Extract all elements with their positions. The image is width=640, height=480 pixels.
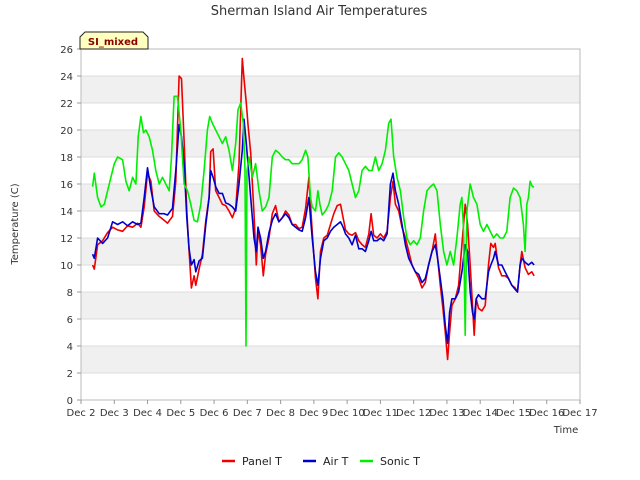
legend: Panel T Air T Sonic T bbox=[222, 455, 420, 468]
x-tick-label: Dec 2 bbox=[67, 408, 96, 419]
x-tick-label: Dec 4 bbox=[133, 408, 162, 419]
chart-title: Sherman Island Air Temperatures bbox=[211, 4, 428, 19]
background-band bbox=[81, 238, 580, 265]
x-tick-labels: Dec 2 Dec 3 Dec 4 Dec 5 Dec 6 Dec 7 Dec 8 Dec 9… bbox=[67, 400, 598, 419]
x-tick-label: Dec 17 bbox=[562, 408, 597, 419]
station-tag-box bbox=[79, 31, 149, 50]
y-tick-label: 14 bbox=[60, 207, 73, 218]
y-tick-label: 4 bbox=[67, 342, 73, 353]
background-band bbox=[81, 76, 580, 103]
x-tick-label: Dec 14 bbox=[463, 408, 498, 419]
series-line-air-t bbox=[91, 118, 535, 345]
x-tick-label: Dec 13 bbox=[429, 408, 464, 419]
station-tag-label: SI_mixed bbox=[88, 37, 138, 48]
x-tick-label: Dec 16 bbox=[529, 408, 564, 419]
x-tick-label: Dec 5 bbox=[166, 408, 195, 419]
x-tick-label: Dec 7 bbox=[233, 408, 262, 419]
x-tick-label: Dec 12 bbox=[396, 408, 431, 419]
background-band bbox=[81, 346, 580, 373]
y-tick-label: 0 bbox=[67, 396, 73, 407]
x-tick-label: Dec 10 bbox=[330, 408, 365, 419]
legend-entry-air-t: Air T bbox=[323, 455, 349, 468]
x-tick-label: Dec 11 bbox=[363, 408, 398, 419]
legend-entry-panel-t: Panel T bbox=[242, 455, 282, 468]
series-lines bbox=[91, 57, 535, 361]
y-tick-label: 18 bbox=[60, 153, 73, 164]
x-tick-label: Dec 3 bbox=[100, 408, 129, 419]
y-tick-label: 20 bbox=[60, 126, 73, 137]
plot-frame bbox=[80, 48, 581, 401]
background-band bbox=[81, 292, 580, 319]
plot-background-bands bbox=[81, 76, 580, 373]
y-tick-label: 26 bbox=[60, 45, 73, 56]
x-tick-label: Dec 8 bbox=[266, 408, 295, 419]
series-line-sonic-t bbox=[91, 95, 535, 347]
x-axis-label: Time bbox=[553, 425, 578, 436]
y-tick-label: 24 bbox=[60, 72, 73, 83]
y-tick-label: 12 bbox=[60, 234, 73, 245]
y-tick-label: 16 bbox=[60, 180, 73, 191]
legend-entry-sonic-t: Sonic T bbox=[380, 455, 420, 468]
y-tick-label: 6 bbox=[67, 315, 73, 326]
y-tick-label: 2 bbox=[67, 369, 73, 380]
x-tick-label: Dec 6 bbox=[200, 408, 229, 419]
y-tick-label: 10 bbox=[60, 261, 73, 272]
y-tick-label: 8 bbox=[67, 288, 73, 299]
station-tag: SI_mixed bbox=[79, 31, 149, 50]
x-tick-label: Dec 9 bbox=[299, 408, 328, 419]
x-tick-label: Dec 15 bbox=[496, 408, 531, 419]
y-tick-label: 22 bbox=[60, 99, 73, 110]
background-band bbox=[81, 130, 580, 157]
y-axis-label: Temperature (C) bbox=[10, 183, 21, 265]
